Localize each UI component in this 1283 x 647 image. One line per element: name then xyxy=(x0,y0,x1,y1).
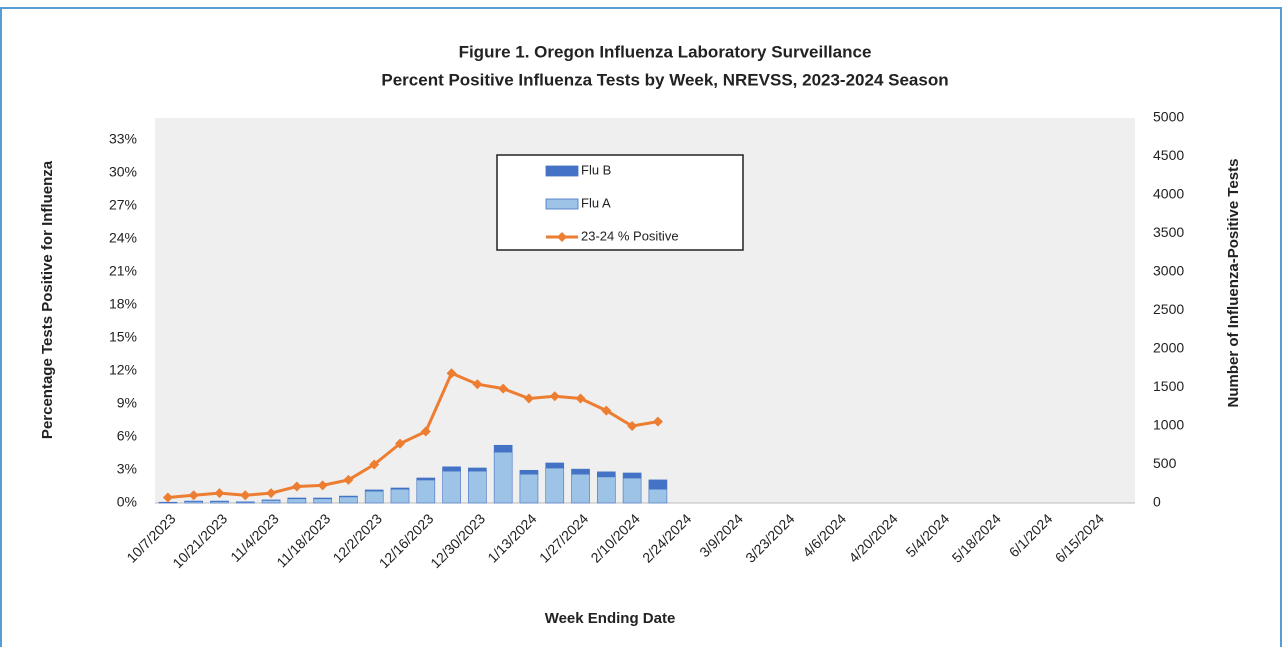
bar xyxy=(571,468,590,475)
y2-tick-label: 4500 xyxy=(1153,147,1184,163)
bar xyxy=(596,476,616,504)
bar xyxy=(390,487,410,490)
y-axis-title: Percentage Tests Positive for Influenza xyxy=(39,160,56,439)
marker xyxy=(627,421,638,431)
bar xyxy=(622,472,642,479)
bar xyxy=(622,477,642,504)
y2-tick-label: 500 xyxy=(1153,455,1177,471)
bar xyxy=(313,497,332,500)
bar xyxy=(442,466,461,472)
bar xyxy=(416,479,436,504)
y2-axis-title: Number of Influenza-Positive Tests xyxy=(1225,159,1242,408)
y2-tick-label: 2500 xyxy=(1153,301,1184,317)
bar xyxy=(571,473,590,504)
legend-swatch xyxy=(545,165,579,177)
y-tick-label: 18% xyxy=(109,296,137,312)
marker xyxy=(343,474,354,485)
bar xyxy=(416,477,436,481)
bar xyxy=(493,451,513,504)
marker xyxy=(214,488,225,499)
marker xyxy=(652,416,663,427)
legend xyxy=(496,154,744,251)
bar xyxy=(261,500,281,504)
marker xyxy=(369,459,380,470)
bar xyxy=(287,498,307,504)
marker xyxy=(266,488,277,499)
legend-label: Flu B xyxy=(581,162,611,177)
legend-marker xyxy=(557,232,567,242)
chart-subtitle: Percent Positive Influenza Tests by Week… xyxy=(381,70,948,89)
bar xyxy=(648,488,668,504)
y-tick-label: 24% xyxy=(109,230,137,246)
bar xyxy=(519,469,539,475)
marker xyxy=(498,383,509,394)
y-tick-label: 15% xyxy=(109,329,137,345)
y-tick-label: 9% xyxy=(117,395,137,411)
marker xyxy=(188,490,199,501)
marker xyxy=(162,492,173,503)
legend-label: Flu A xyxy=(581,195,611,210)
bar xyxy=(287,497,307,500)
marker xyxy=(523,393,534,404)
bar xyxy=(390,488,410,504)
y2-tick-label: 3500 xyxy=(1153,224,1184,240)
y2-tick-label: 1500 xyxy=(1153,378,1184,394)
y2-tick-label: 0 xyxy=(1153,494,1161,510)
bar xyxy=(364,490,384,504)
marker xyxy=(420,426,431,437)
bar xyxy=(468,470,487,504)
y-tick-label: 6% xyxy=(117,428,137,444)
bar xyxy=(339,496,358,504)
marker xyxy=(446,368,457,379)
chart-title: Figure 1. Oregon Influenza Laboratory Su… xyxy=(459,42,872,61)
bar xyxy=(493,444,513,453)
bar xyxy=(339,495,358,498)
marker xyxy=(291,481,302,492)
bar xyxy=(313,498,332,504)
y-tick-label: 0% xyxy=(117,494,137,510)
bar xyxy=(364,489,384,492)
y2-tick-label: 4000 xyxy=(1153,186,1184,202)
x-axis-title: Week Ending Date xyxy=(545,610,676,627)
marker xyxy=(601,405,612,416)
legend-label: 23-24 % Positive xyxy=(581,228,679,243)
y-tick-label: 21% xyxy=(109,263,137,279)
bar xyxy=(545,462,565,469)
marker xyxy=(549,391,560,402)
marker xyxy=(395,438,405,449)
bar xyxy=(545,467,565,504)
bar xyxy=(648,479,668,490)
y-tick-label: 3% xyxy=(117,461,137,477)
marker xyxy=(575,393,586,404)
y-tick-label: 12% xyxy=(109,362,137,378)
y2-tick-label: 3000 xyxy=(1153,263,1184,279)
bar xyxy=(468,467,487,472)
y2-tick-label: 2000 xyxy=(1153,340,1184,356)
legend-swatch xyxy=(545,198,579,210)
bar xyxy=(519,473,539,504)
y2-tick-label: 1000 xyxy=(1153,417,1184,433)
y-tick-label: 30% xyxy=(109,164,137,180)
y2-tick-label: 5000 xyxy=(1153,109,1184,125)
marker xyxy=(240,490,251,501)
y-tick-label: 33% xyxy=(109,131,137,147)
marker xyxy=(317,480,328,491)
y-tick-label: 27% xyxy=(109,197,137,213)
bar xyxy=(442,470,461,504)
bar xyxy=(596,471,616,478)
marker xyxy=(472,379,483,390)
